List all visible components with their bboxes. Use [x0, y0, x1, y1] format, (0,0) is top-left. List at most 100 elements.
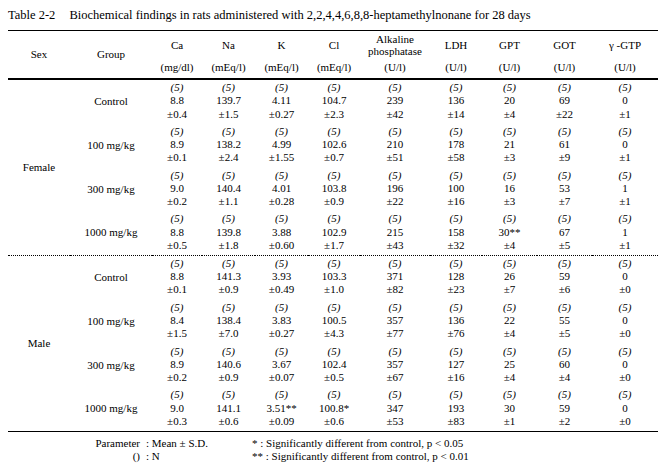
cell-mean: 59 [537, 270, 592, 283]
cell-sd: ±0.9 [308, 195, 360, 208]
cell-sd: ±7.0 [202, 327, 255, 340]
header-label: Alkaline phosphatase [360, 34, 430, 58]
data-cell: (5)8.8±0.1 [152, 255, 202, 299]
data-cell: (5)128±23 [430, 255, 482, 299]
cell-mean: 103.8 [308, 182, 360, 195]
cell-mean: 100 [430, 182, 482, 195]
legend-parameter-label: Parameter [80, 437, 140, 451]
cell-n: (5) [430, 388, 482, 401]
cell-mean: 239 [360, 94, 430, 107]
cell-n: (5) [308, 169, 360, 182]
cell-mean: 60 [537, 358, 592, 371]
cell-mean: 53 [537, 182, 592, 195]
cell-n: (5) [152, 125, 202, 138]
data-cell: (5)215±43 [360, 211, 430, 255]
data-cell: (5)100.5±4.3 [308, 299, 360, 343]
data-cell: (5)0±0 [592, 255, 658, 299]
cell-sd: ±0.7 [308, 151, 360, 164]
cell-mean: 141.1 [202, 402, 255, 415]
data-cell: (5)196±22 [360, 167, 430, 211]
cell-sd: ±16 [430, 195, 482, 208]
cell-mean: 20 [482, 94, 537, 107]
header-label: K [255, 34, 308, 58]
data-cell: (5)138.4±7.0 [202, 299, 255, 343]
data-cell: (5)102.9±1.7 [308, 211, 360, 255]
group-label: 100 mg/kg [70, 299, 152, 343]
cell-mean: 3.88 [255, 226, 308, 239]
cell-n: (5) [202, 257, 255, 270]
data-cell: (5)104.7±2.3 [308, 79, 360, 123]
data-cell: (5)100.8*±0.6 [308, 387, 360, 431]
data-cell: (5)3.93±0.49 [255, 255, 308, 299]
cell-sd: ±0.6 [202, 415, 255, 428]
cell-n: (5) [152, 81, 202, 94]
cell-mean: 138.4 [202, 314, 255, 327]
col-header-gpt: GPT (U/l) [482, 31, 537, 80]
cell-mean: 178 [430, 138, 482, 151]
cell-sd: ±4 [482, 108, 537, 121]
data-cell: (5)67±5 [537, 211, 592, 255]
cell-mean: 0 [592, 402, 658, 415]
biochem-table: Sex Group Ca (mg/dl) Na (mEq/l) K (mEq/l… [8, 30, 658, 432]
cell-mean: 140.6 [202, 358, 255, 371]
cell-n: (5) [152, 345, 202, 358]
cell-n: (5) [202, 81, 255, 94]
cell-mean: 8.9 [152, 138, 202, 151]
cell-n: (5) [308, 301, 360, 314]
header-label: Cl [308, 34, 360, 58]
data-cell: (5)4.11±0.27 [255, 79, 308, 123]
cell-mean: 127 [430, 358, 482, 371]
cell-sd: ±1.1 [202, 195, 255, 208]
cell-sd: ±22 [537, 108, 592, 121]
cell-n: (5) [592, 345, 658, 358]
data-cell: (5)127±16 [430, 343, 482, 387]
note-p01: ** : Significantly different from contro… [252, 450, 469, 464]
table-header: Sex Group Ca (mg/dl) Na (mEq/l) K (mEq/l… [8, 31, 658, 80]
cell-mean: 138.2 [202, 138, 255, 151]
data-cell: (5)8.8±0.5 [152, 211, 202, 255]
cell-sd: ±1.0 [308, 283, 360, 296]
col-header-ldh: LDH (U/l) [430, 31, 482, 80]
cell-sd: ±14 [430, 108, 482, 121]
sex-label: Male [8, 255, 70, 431]
cell-sd: ±67 [360, 371, 430, 384]
cell-mean: 196 [360, 182, 430, 195]
header-label: LDH [430, 34, 482, 58]
cell-n: (5) [255, 212, 308, 225]
cell-sd: ±0.5 [308, 371, 360, 384]
table-row: 1000 mg/kg(5)9.0±0.3(5)141.1±0.6(5)3.51*… [8, 387, 658, 431]
cell-sd: ±1.55 [255, 151, 308, 164]
cell-sd: ±0.09 [255, 415, 308, 428]
cell-n: (5) [430, 169, 482, 182]
cell-mean: 22 [482, 314, 537, 327]
cell-mean: 371 [360, 270, 430, 283]
data-cell: (5)371±82 [360, 255, 430, 299]
data-cell: (5)8.9±0.2 [152, 343, 202, 387]
cell-mean: 9.0 [152, 182, 202, 195]
cell-n: (5) [202, 212, 255, 225]
cell-n: (5) [360, 388, 430, 401]
cell-mean: 104.7 [308, 94, 360, 107]
data-cell: (5)141.1±0.6 [202, 387, 255, 431]
data-cell: (5)239±42 [360, 79, 430, 123]
cell-mean: 9.0 [152, 402, 202, 415]
cell-mean: 61 [537, 138, 592, 151]
cell-n: (5) [592, 212, 658, 225]
cell-n: (5) [308, 125, 360, 138]
cell-sd: ±23 [430, 283, 482, 296]
cell-n: (5) [152, 212, 202, 225]
data-cell: (5)9.0±0.2 [152, 167, 202, 211]
header-unit: (U/l) [482, 61, 537, 73]
data-cell: (5)25±4 [482, 343, 537, 387]
note-p05: * : Significantly different from control… [252, 437, 469, 451]
cell-mean: 136 [430, 314, 482, 327]
cell-sd: ±2 [537, 415, 592, 428]
cell-mean: 210 [360, 138, 430, 151]
cell-n: (5) [482, 257, 537, 270]
cell-mean: 0 [592, 314, 658, 327]
group-label: 1000 mg/kg [70, 211, 152, 255]
cell-mean: 26 [482, 270, 537, 283]
cell-n: (5) [482, 169, 537, 182]
cell-n: (5) [482, 212, 537, 225]
cell-sd: ±53 [360, 415, 430, 428]
